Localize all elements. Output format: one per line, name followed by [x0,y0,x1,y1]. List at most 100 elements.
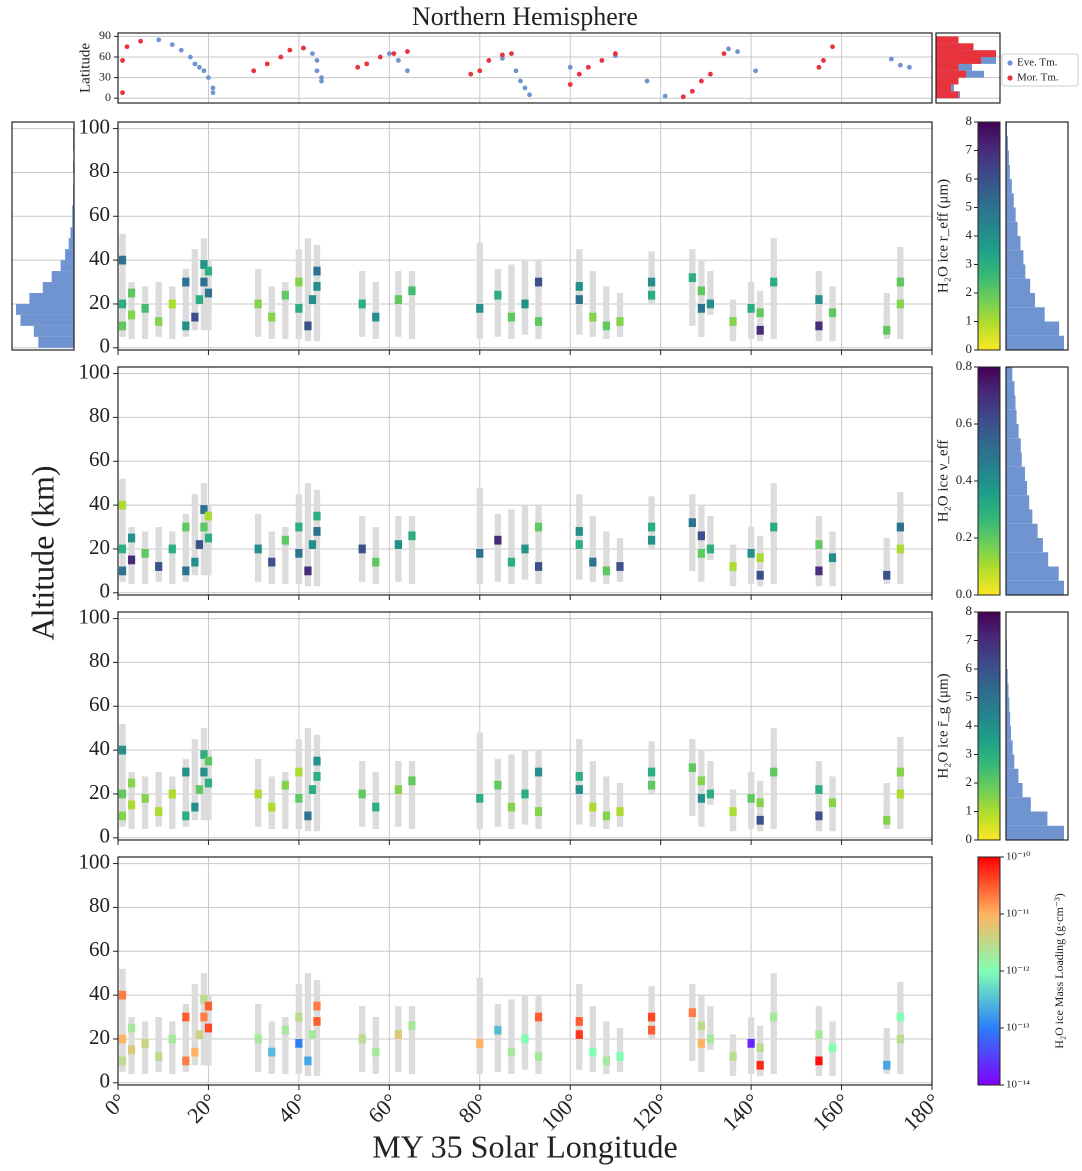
coverage-bar [304,973,312,1077]
heatmap-cell [408,286,416,296]
colorbar-tick-label: 4 [966,717,973,732]
scatter-point [662,93,668,99]
coverage-bar [372,1017,379,1075]
colorbar-tick-label: 1 [966,802,973,817]
coverage-bar [408,761,416,830]
heatmap-cell [182,277,190,287]
histogram-bar [1006,580,1064,595]
x-tick-label: 140° [717,1088,764,1135]
y-axis-label: Latitude [77,43,93,93]
coverage-bar [535,995,542,1075]
histogram-bar [1006,669,1008,684]
scatter-point [364,61,370,67]
heatmap-cell [394,785,402,794]
scatter-point [187,54,193,60]
heatmap-cell [204,266,213,276]
heatmap-cell [394,1030,402,1039]
histogram-bar [72,216,74,228]
coverage-bar [707,271,714,315]
heatmap-cell [729,317,737,326]
scatter-point [197,64,202,70]
colorbar-tick-label: 0.6 [956,415,973,430]
y-tick-label: 60 [89,447,110,471]
heatmap-cell [155,562,163,571]
heatmap-cell [697,531,705,541]
heatmap-cell [534,1052,543,1061]
heatmap-cell [534,277,543,287]
heatmap-cell [756,308,764,318]
axes-frame [117,856,933,1086]
heatmap-cell [372,802,380,812]
histogram-bar [1006,424,1019,439]
heatmap-cell [896,1034,904,1044]
scatter-point [613,51,618,56]
histogram-bar [1006,150,1009,165]
colorbar-tick-label: 2 [966,284,973,299]
coverage-bar [897,736,904,830]
y-tick-label: 80 [89,893,110,917]
coverage-bar [589,1006,596,1072]
heatmap-cell [476,303,484,313]
heatmap-cell [706,789,715,799]
coverage-bar [494,513,502,582]
colorbar-tick-label: 3 [966,745,973,760]
heatmap-cell [308,295,317,304]
heatmap-cell [507,802,516,812]
heatmap-cell [295,548,303,558]
coverage-bar [313,979,321,1077]
heatmap-cell [155,317,163,326]
heatmap-cell [507,1047,516,1057]
coverage-bar [476,487,483,585]
heatmap-cell [648,277,656,287]
coverage-bar [408,271,416,340]
heatmap-cell [254,1034,262,1044]
y-tick-label: 20 [89,1025,110,1049]
heatmap-cell [408,776,416,786]
histogram-bar [1006,740,1013,755]
coverage-bar [707,1006,714,1050]
scatter-point [509,51,514,56]
axes-frame [11,121,75,351]
scatter-point [522,85,528,91]
scatter-point [314,68,320,74]
heatmap-cell [494,535,502,545]
heatmap-cell [896,767,904,777]
heatmap-cell [372,1047,380,1057]
scatter-point [680,94,686,100]
heatmap-cell [295,1012,303,1022]
heatmap-cell [118,789,127,799]
histogram-bar [1006,278,1031,293]
histogram-bar [1006,797,1031,812]
coverage-bar [372,772,379,830]
heatmap-cell [688,763,696,773]
coverage-bar [119,723,126,827]
heatmap-cell [204,1001,213,1011]
histogram-bar [1006,481,1028,496]
legend-label: Eve. Tm. [1017,57,1058,69]
coverage-bar [616,293,624,337]
heatmap-cell [706,1034,715,1044]
heatmap-cell [200,277,208,287]
scatter-point [319,78,324,84]
y-tick-label: 40 [89,736,110,760]
scatter-point [405,49,410,54]
heatmap-cell [747,1038,755,1048]
heatmap-cell [168,544,176,554]
coverage-bar [155,527,162,582]
heatmap-cell [507,557,516,567]
heatmap-cell [756,325,764,335]
coverage-bar [169,286,176,340]
histogram-bar [1006,409,1017,424]
histogram-bar [1006,697,1010,712]
scatter-point [721,51,727,56]
coverage-bar [576,984,583,1070]
histogram-bar [1006,207,1016,222]
scatter-point [310,51,315,56]
scatter-point [120,90,125,96]
heatmap-cell [200,505,208,514]
scatter-point [567,82,573,87]
heatmap-cell [295,767,303,777]
coverage-bar [576,739,583,825]
legend-marker [1007,75,1013,81]
